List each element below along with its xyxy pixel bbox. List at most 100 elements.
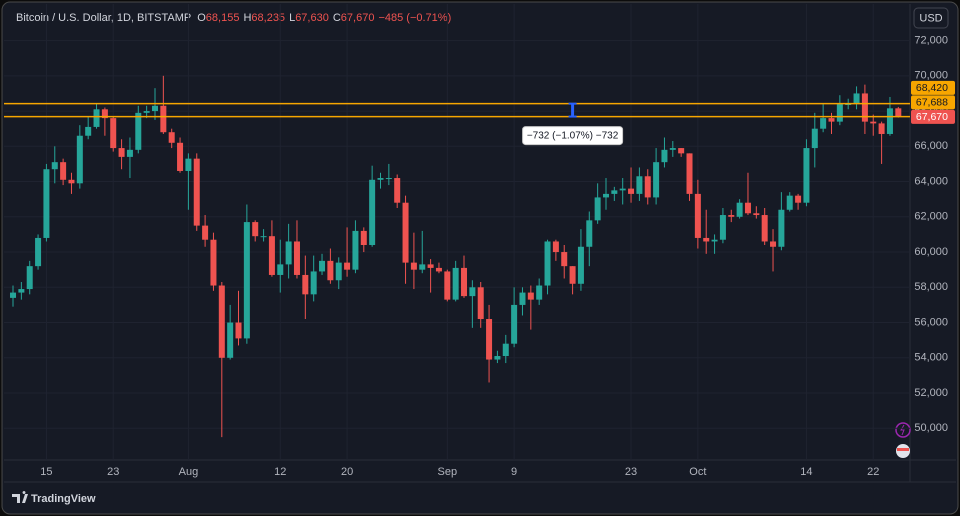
currency-button[interactable] [913, 7, 949, 29]
brand-logo[interactable]: TradingView [12, 491, 96, 505]
brand-name[interactable]: TradingView [31, 493, 96, 505]
candle-body [319, 260, 326, 272]
candle-body [469, 287, 476, 297]
candle-body [51, 162, 58, 170]
candle-body [519, 292, 526, 305]
candle-body [268, 236, 275, 275]
candle-body [770, 241, 777, 247]
y-tick-label: 60,000 [914, 246, 948, 258]
x-tick-label: 15 [40, 466, 52, 478]
candle-body [461, 267, 468, 297]
candle-body [185, 158, 192, 171]
candle-body [811, 128, 818, 149]
candle-body [160, 105, 167, 133]
x-tick-label: Oct [689, 466, 706, 478]
candle-body [878, 123, 885, 134]
candle-body [577, 246, 584, 284]
candle-body [486, 319, 493, 360]
candle-body [60, 162, 67, 180]
candle-body [402, 202, 409, 263]
candle-body [644, 176, 651, 198]
indicator-icon-bolt [900, 424, 905, 436]
candle-body [761, 215, 768, 242]
candle-body [227, 322, 234, 358]
candle-body [661, 149, 668, 163]
candle-body [694, 193, 701, 238]
candle-body [628, 188, 635, 194]
candle-body [544, 241, 551, 286]
y-tick-label: 66,000 [914, 140, 948, 152]
y-tick-label: 58,000 [914, 281, 948, 293]
x-tick-label: 14 [800, 466, 812, 478]
x-tick-label: 23 [107, 466, 119, 478]
candle-body [552, 241, 559, 253]
ohlc-value: 67,630 [295, 12, 329, 24]
candle-body [669, 148, 676, 150]
candle-body [202, 225, 209, 240]
candle-body [118, 148, 125, 157]
candle-body [335, 262, 342, 281]
candle-body [886, 108, 893, 134]
change: −485 (−0.71%) [378, 12, 451, 24]
candle-body [836, 104, 843, 122]
candle-body [494, 356, 501, 360]
candle-body [35, 237, 42, 267]
candle-body [744, 202, 751, 214]
candle-body [260, 236, 267, 238]
price-tag-label: 67,670 [916, 111, 948, 123]
candle-body [452, 267, 459, 300]
candle-body [327, 260, 334, 281]
price-tag-label: 68,420 [916, 82, 948, 94]
measure-label: −732 (−1.07%) −732 [527, 131, 619, 142]
y-tick-label: 54,000 [914, 352, 948, 364]
candle-body [895, 108, 902, 117]
candle-body [369, 179, 376, 245]
candle-body [310, 271, 317, 295]
candle-body [803, 148, 810, 203]
candle-body [285, 241, 292, 265]
candle-body [753, 213, 760, 216]
candle-body [686, 153, 693, 194]
logo-icon[interactable] [12, 491, 28, 503]
candle-body [636, 176, 643, 194]
candle-body [410, 262, 417, 270]
candle-body [795, 195, 802, 203]
indicator-icon[interactable] [895, 422, 911, 438]
y-tick-label: 62,000 [914, 211, 948, 223]
candle-body [110, 118, 117, 149]
candle-body [76, 135, 83, 184]
candle-body [93, 109, 100, 127]
ohlc-legend: O68,155 H68,235 L67,630 C67,670 −485 (−0.71%… [197, 12, 451, 24]
candle-body [360, 230, 367, 245]
ohlc-key: H [243, 12, 251, 24]
currency-label[interactable]: USD [919, 12, 942, 24]
candle-body [344, 262, 351, 270]
y-tick-label: 50,000 [914, 422, 948, 434]
candle-body [151, 105, 158, 112]
x-tick-label: 12 [274, 466, 286, 478]
candle-body [252, 222, 259, 237]
candle-body [10, 292, 17, 298]
candle-body [527, 292, 534, 300]
candle-body [26, 266, 33, 290]
candle-body [477, 287, 484, 320]
y-tick-label: 52,000 [914, 387, 948, 399]
x-tick-label: Aug [179, 466, 199, 478]
candle-body [419, 264, 426, 270]
candle-body [235, 322, 242, 339]
candle-body [394, 178, 401, 203]
candle-body [728, 215, 735, 217]
y-tick-label: 64,000 [914, 175, 948, 187]
candle-body [385, 178, 392, 180]
candle-body [561, 252, 568, 267]
candle-body [302, 274, 309, 295]
y-tick-label: 56,000 [914, 316, 948, 328]
candle-body [43, 169, 50, 238]
ohlc-key: O [197, 12, 206, 24]
candle-body [594, 197, 601, 221]
price-tag-label: 67,688 [916, 97, 948, 109]
ohlc-key: L [289, 12, 295, 24]
